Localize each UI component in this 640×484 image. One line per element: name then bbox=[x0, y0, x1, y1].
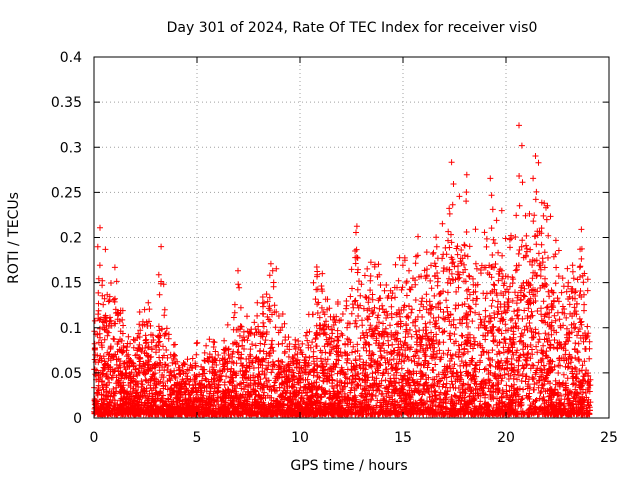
y-tick-label: 0 bbox=[73, 411, 82, 427]
y-tick-label: 0.1 bbox=[60, 321, 82, 337]
y-axis-label: ROTI / TECUs bbox=[6, 192, 22, 284]
y-tick-label: 0.05 bbox=[51, 366, 82, 382]
x-tick-label: 5 bbox=[193, 430, 202, 446]
x-tick-label: 15 bbox=[394, 430, 412, 446]
y-tick-label: 0.25 bbox=[51, 185, 82, 201]
y-tick-label: 0.4 bbox=[60, 50, 82, 66]
scatter-points bbox=[91, 122, 594, 418]
x-tick-label: 10 bbox=[291, 430, 309, 446]
roti-points bbox=[91, 122, 594, 418]
y-axis-ticks: 0 0.05 0.1 0.15 0.2 0.25 0.3 0.35 0.4 bbox=[51, 50, 609, 427]
y-tick-label: 0.2 bbox=[60, 231, 82, 247]
x-tick-label: 0 bbox=[90, 430, 99, 446]
chart-title: Day 301 of 2024, Rate Of TEC Index for r… bbox=[167, 20, 538, 36]
x-axis-ticks: 0 5 10 15 20 25 bbox=[90, 57, 618, 446]
x-tick-label: 20 bbox=[497, 430, 515, 446]
x-tick-label: 25 bbox=[600, 430, 618, 446]
x-axis-label: GPS time / hours bbox=[290, 458, 407, 474]
y-tick-label: 0.3 bbox=[60, 140, 82, 156]
y-tick-label: 0.35 bbox=[51, 95, 82, 111]
y-tick-label: 0.15 bbox=[51, 276, 82, 292]
